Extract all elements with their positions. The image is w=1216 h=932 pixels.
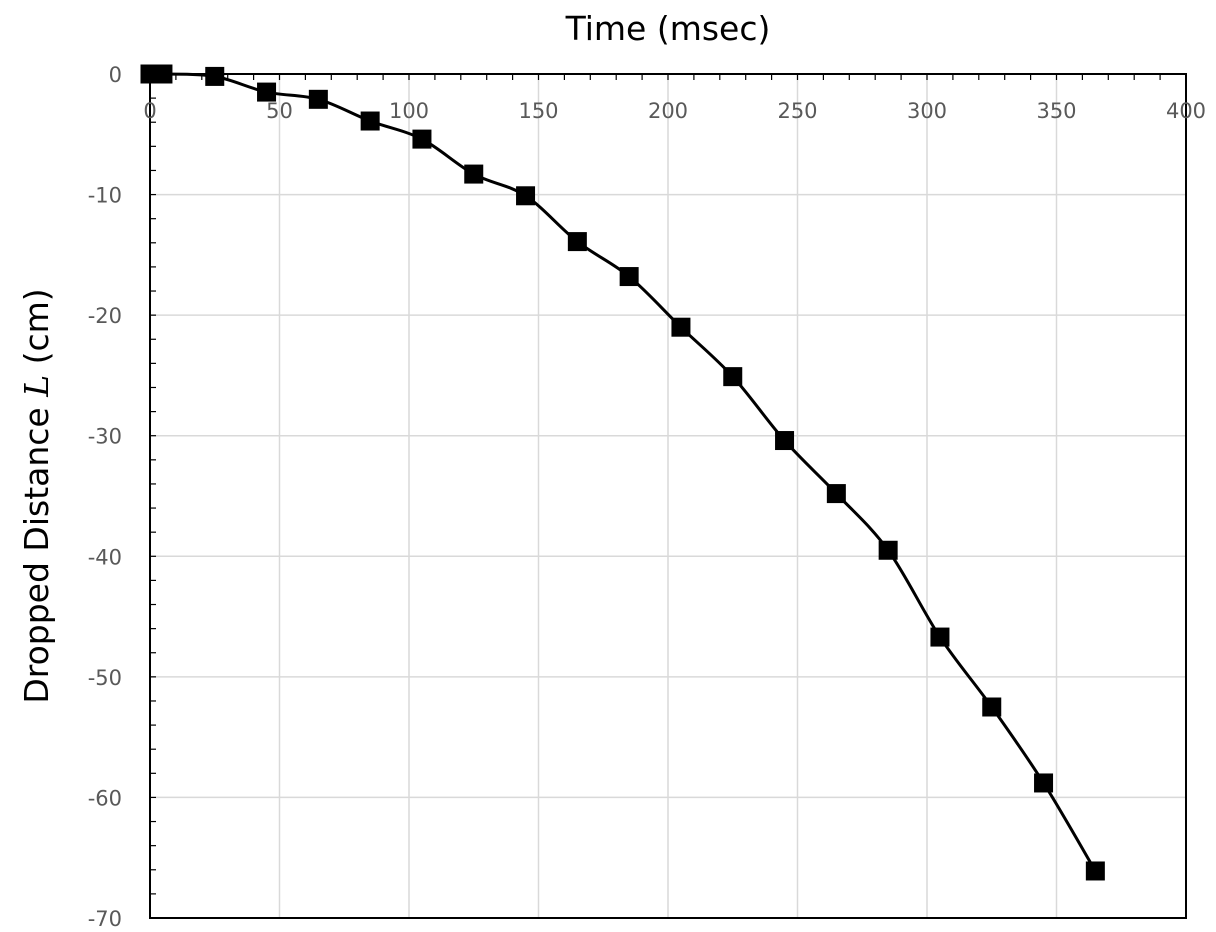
- x-tick-label-6: 300: [907, 99, 947, 123]
- data-point-3: [257, 82, 277, 102]
- data-point-4: [308, 89, 328, 109]
- x-tick-label-0: 0: [143, 99, 156, 123]
- x-axis-title: Time (msec): [565, 9, 771, 48]
- data-point-13: [775, 431, 795, 451]
- tick-marks: [149, 73, 1187, 919]
- data-point-17: [982, 697, 1002, 717]
- data-point-6: [412, 129, 432, 149]
- y-tick-label-1: -10: [88, 184, 122, 208]
- y-tick-label-6: -60: [88, 786, 122, 810]
- grid: [150, 74, 1186, 918]
- y-axis-title-part-1: Dropped Distance: [17, 397, 56, 704]
- data-point-16: [930, 627, 950, 647]
- x-tick-label-3: 150: [518, 99, 558, 123]
- data-point-15: [878, 540, 898, 560]
- y-tick-label-5: -50: [88, 666, 122, 690]
- data-point-14: [826, 484, 846, 504]
- data-point-9: [567, 232, 587, 252]
- data-point-18: [1034, 773, 1054, 793]
- x-tick-labels: 0 50 100 150 200 250 300 350 400: [143, 99, 1206, 123]
- x-tick-label-1: 50: [266, 99, 293, 123]
- data-point-8: [516, 186, 536, 206]
- data-point-1: [153, 64, 173, 84]
- y-tick-labels: 0 -10 -20 -30 -40 -50 -60 -70: [88, 63, 122, 931]
- x-tick-label-4: 200: [648, 99, 688, 123]
- data-point-11: [671, 317, 691, 337]
- y-tick-label-7: -70: [88, 907, 122, 931]
- data-point-5: [360, 111, 380, 131]
- series-line: [149, 72, 1097, 872]
- y-axis-title-variable: L: [17, 375, 56, 398]
- x-tick-label-2: 100: [389, 99, 429, 123]
- y-tick-label-2: -20: [88, 304, 122, 328]
- data-point-12: [723, 367, 743, 387]
- y-tick-label-0: 0: [109, 63, 122, 87]
- x-tick-label-7: 350: [1036, 99, 1076, 123]
- series-markers: [140, 64, 1105, 881]
- data-point-2: [205, 66, 225, 86]
- y-axis-title-part-2: (cm): [17, 288, 56, 375]
- data-point-10: [619, 267, 639, 287]
- data-point-7: [464, 164, 484, 184]
- y-tick-label-4: -40: [88, 545, 122, 569]
- data-point-19: [1085, 861, 1105, 881]
- y-axis-title: Dropped Distance L (cm): [17, 288, 56, 703]
- y-tick-label-3: -30: [88, 425, 122, 449]
- x-tick-label-5: 250: [777, 99, 817, 123]
- x-tick-label-8: 400: [1166, 99, 1206, 123]
